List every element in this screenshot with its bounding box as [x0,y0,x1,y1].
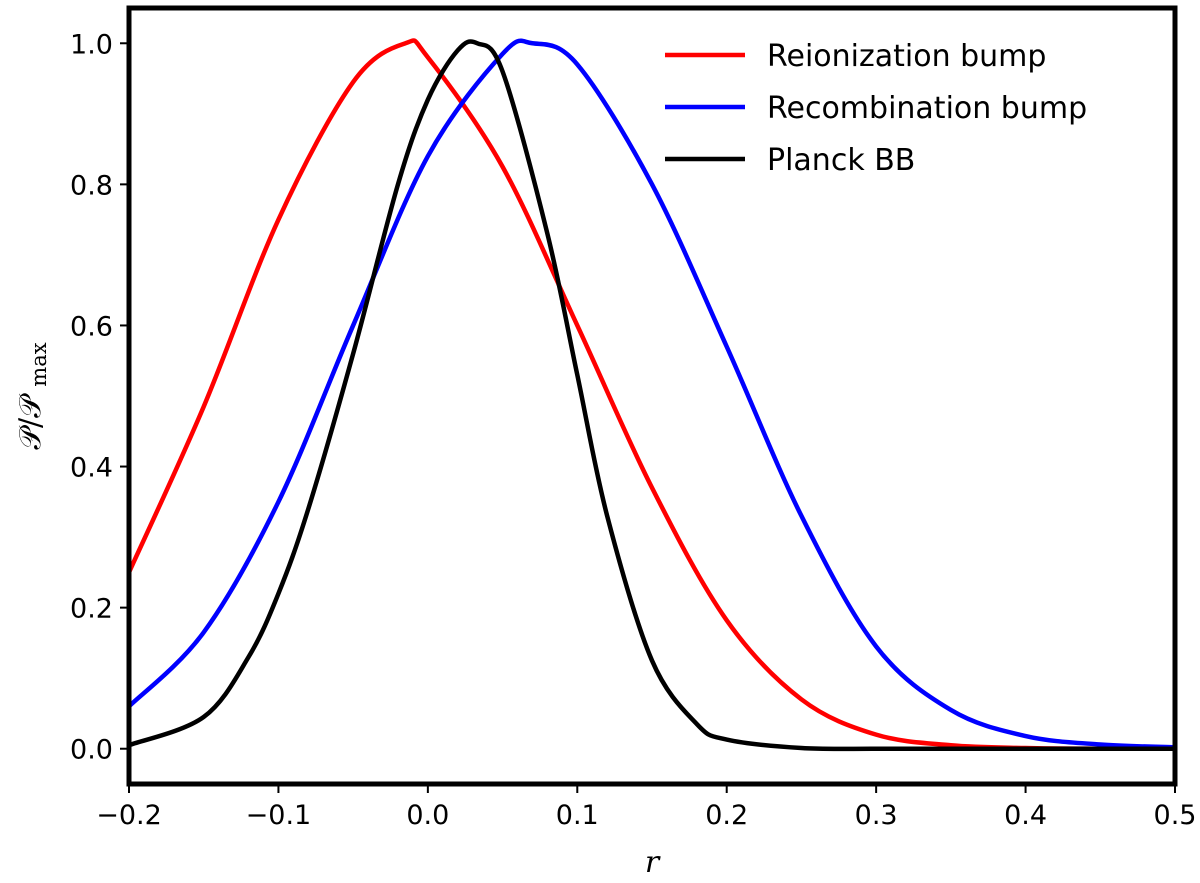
x-tick-label: −0.2 [96,800,162,831]
y-tick-label: 1.0 [70,29,113,60]
x-tick-label: 0.0 [406,800,449,831]
y-tick-label: 0.4 [70,453,113,484]
y-axis-label: 𝒫/𝒫 max [13,342,51,449]
x-axis-label: r [645,845,661,880]
y-tick-label: 0.0 [70,735,113,766]
series-line-planck-bb [129,39,1175,752]
legend-label-reionization-bump: Reionization bump [767,39,1046,74]
series-group [129,38,1175,752]
x-tick-label: 0.3 [855,800,898,831]
y-tick-label: 0.2 [70,594,113,625]
legend: Reionization bump Recombination bump Planc… [665,39,1087,178]
y-axis-label-sub: max [27,342,51,386]
legend-label-planck-bb: Planck BB [767,143,915,178]
y-tick-label: 0.8 [70,170,113,201]
x-tick-label: 0.1 [556,800,599,831]
y-axis-label-main: 𝒫/𝒫 [13,393,48,450]
x-tick-label: −0.1 [246,800,312,831]
x-tick-label: 0.4 [1004,800,1047,831]
series-line-reionization-bump [129,38,1175,752]
y-axis-ticks: 0.0 0.2 0.4 0.6 0.8 1.0 [70,29,129,766]
series-line-recombination-bump [129,38,1175,750]
legend-label-recombination-bump: Recombination bump [767,91,1087,126]
x-axis-ticks: −0.2 −0.1 0.0 0.1 0.2 0.3 0.4 0.5 [96,784,1196,831]
x-tick-label: 0.5 [1154,800,1197,831]
plot-frame [126,5,1178,787]
x-tick-label: 0.2 [705,800,748,831]
y-tick-label: 0.6 [70,311,113,342]
svg-text:𝒫/𝒫 max: 𝒫/𝒫 max [13,342,51,449]
